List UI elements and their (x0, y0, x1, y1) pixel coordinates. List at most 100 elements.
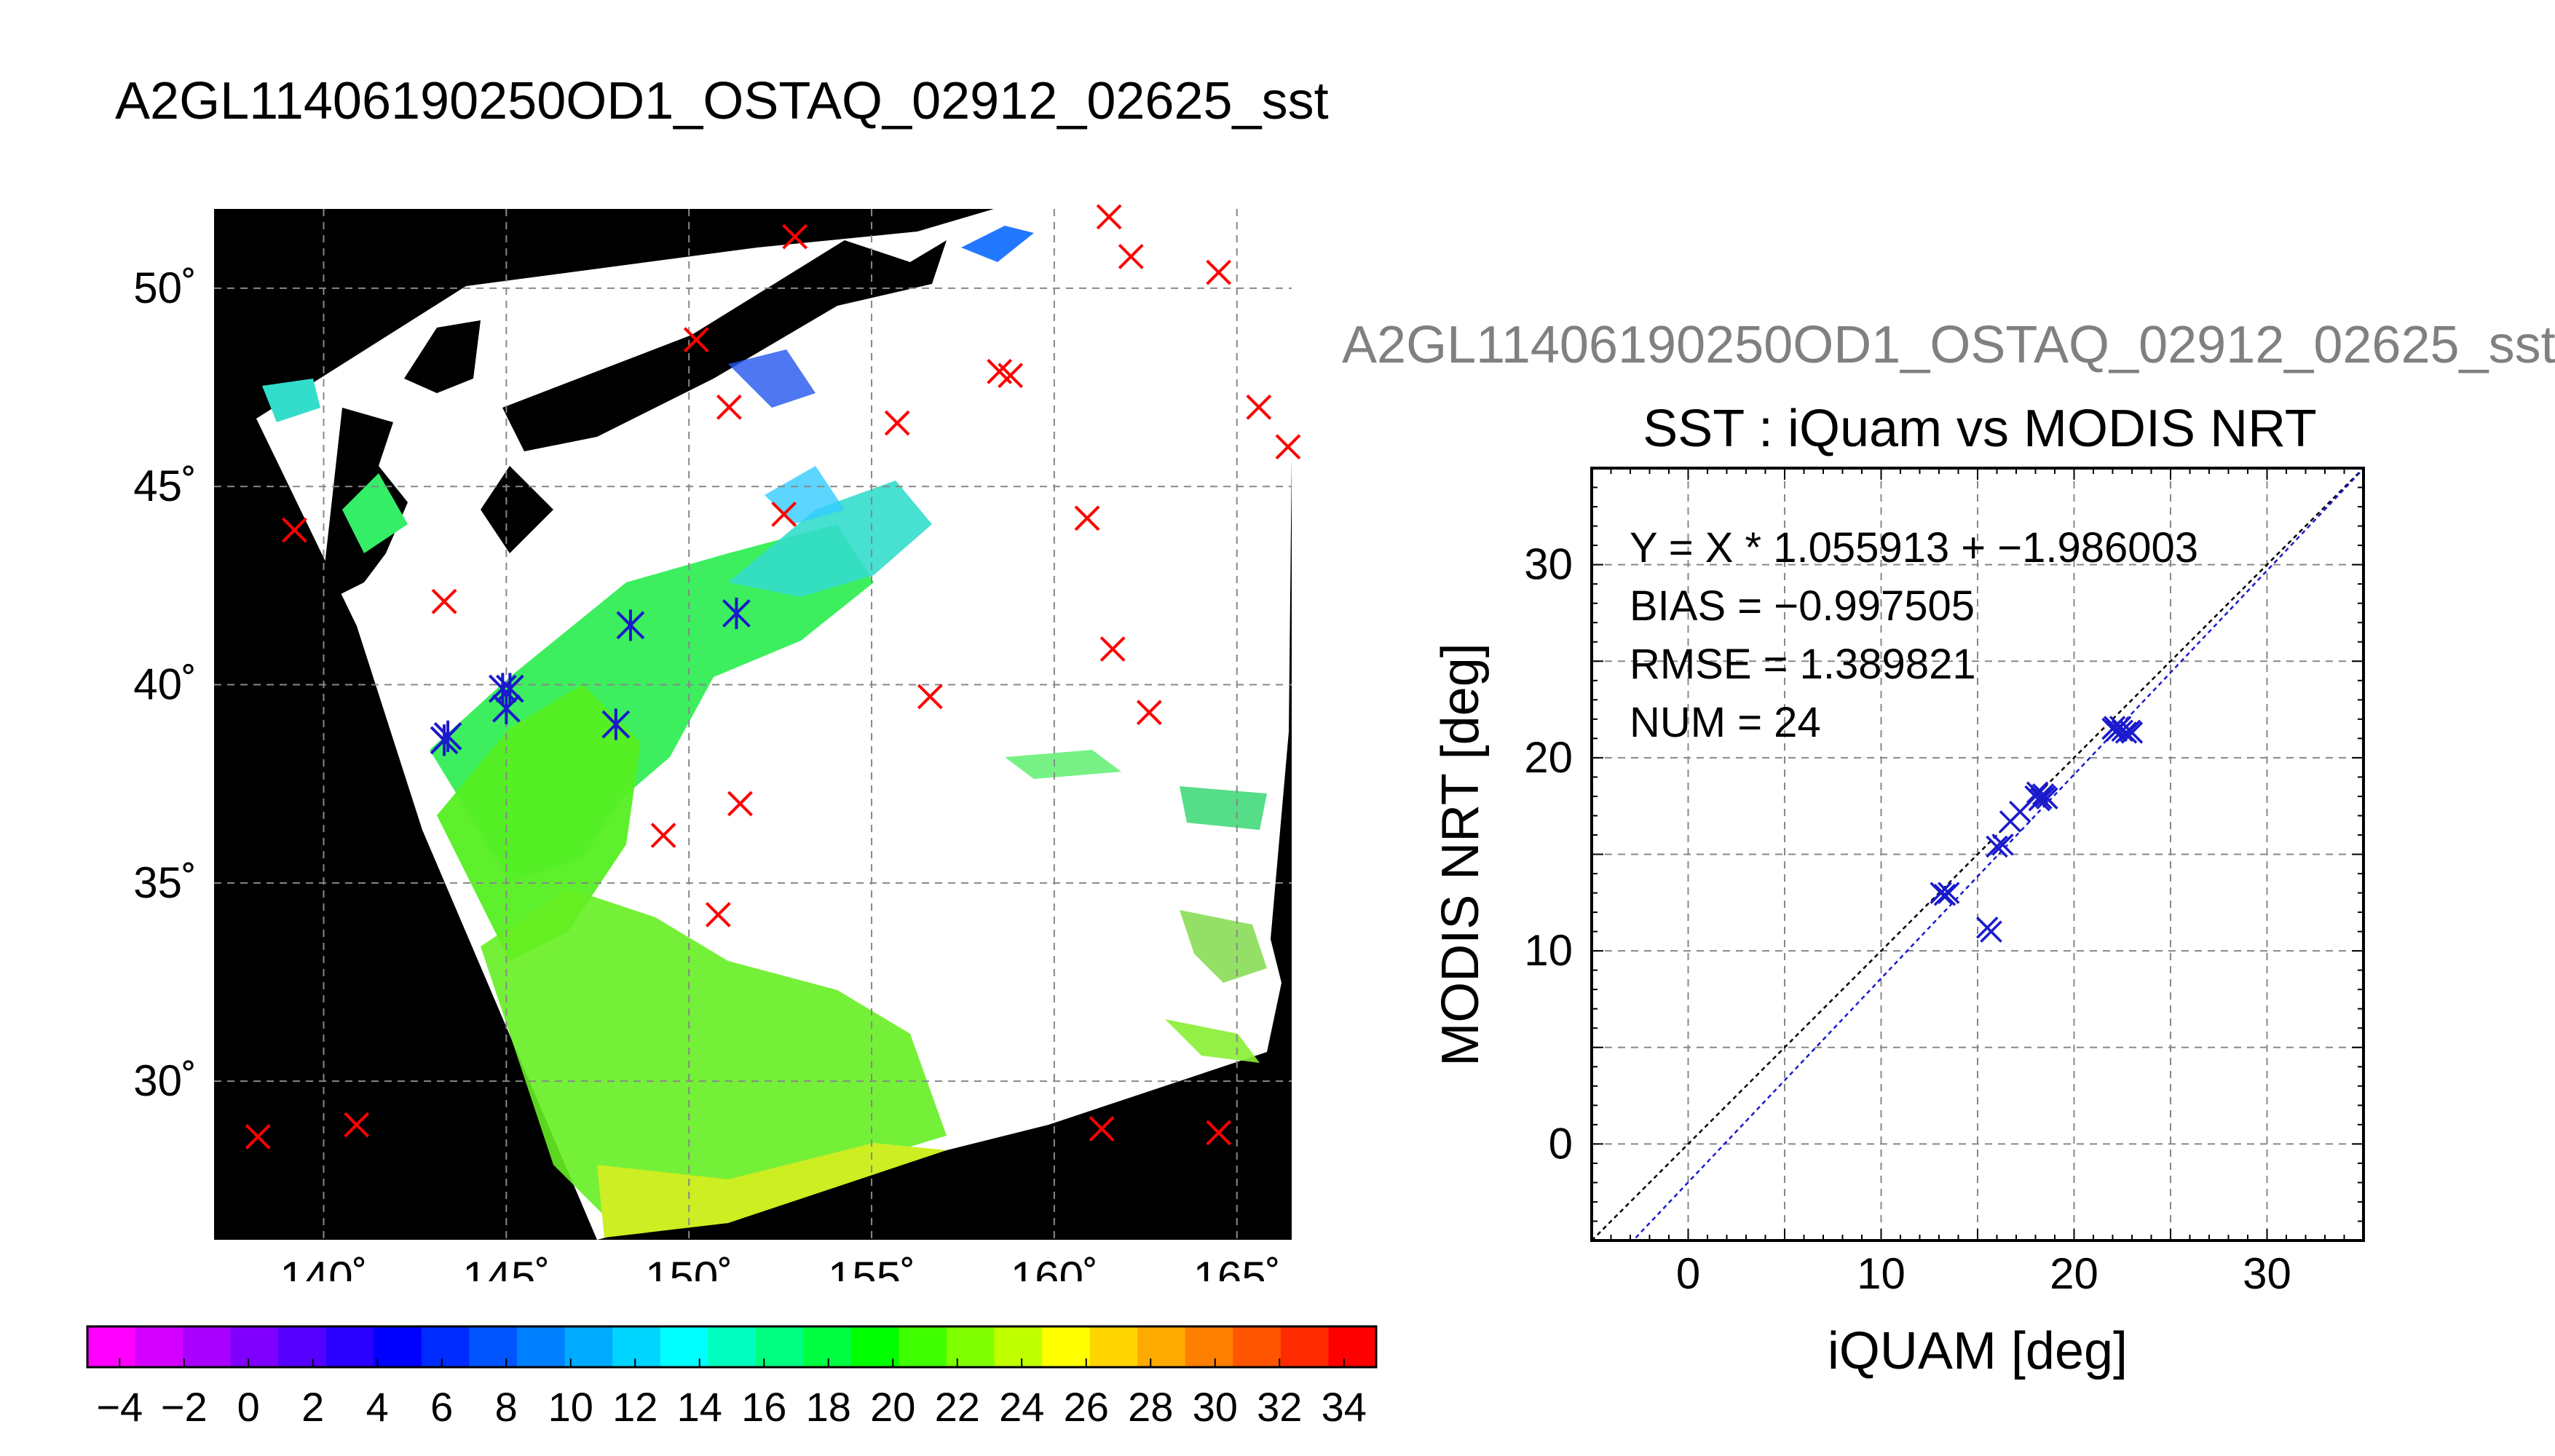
valid-point-marker (722, 597, 751, 630)
scatter-x-tick-label: 10 (1857, 1249, 1906, 1298)
scatter-y-tick-label: 30 (1524, 540, 1573, 589)
colorbar-tick-label: 34 (1322, 1384, 1367, 1430)
map-lat-tick-label: 35˚ (133, 858, 197, 907)
map-lon-tick-label: 165˚ (1193, 1253, 1281, 1281)
map-lat-tick-label: 50˚ (133, 264, 197, 312)
invalid-point-marker (1246, 394, 1272, 420)
sst-field (262, 379, 320, 422)
colorbar-tick-label: −2 (161, 1384, 208, 1430)
sst-field (1180, 786, 1267, 830)
valid-point-marker (491, 692, 521, 724)
colorbar-cell (1233, 1326, 1282, 1367)
colorbar-cell (1185, 1326, 1233, 1367)
valid-point-marker (601, 708, 631, 740)
colorbar-tick-label: 18 (806, 1384, 851, 1430)
invalid-point-marker (650, 823, 676, 848)
sst-field (1165, 1019, 1260, 1063)
scatter-point (2036, 787, 2058, 810)
invalid-point-marker (782, 223, 808, 250)
invalid-point-marker (1099, 636, 1126, 662)
colorbar-cell (994, 1326, 1043, 1367)
scatter-point (1930, 882, 1952, 904)
colorbar-cell (899, 1326, 947, 1367)
colorbar-tick-label: 6 (430, 1384, 453, 1430)
colorbar-tick-label: −4 (96, 1384, 143, 1430)
scatter-y-tick-label: 20 (1524, 733, 1573, 782)
scatter-x-label: iQUAM [deg] (1828, 1322, 2128, 1380)
scatter-x-tick-label: 0 (1676, 1249, 1700, 1298)
scatter-point (1991, 834, 2014, 856)
colorbar-tick-label: 32 (1257, 1384, 1302, 1430)
scatter-y-tick-label: 10 (1524, 926, 1573, 975)
map-lon-tick-label: 160˚ (1011, 1253, 1098, 1281)
regression-line (1632, 468, 2364, 1241)
invalid-point-marker (1089, 1116, 1115, 1142)
colorbar-tick-label: 10 (548, 1384, 593, 1430)
invalid-point-marker (683, 327, 709, 353)
sst-field (1180, 910, 1267, 983)
map-lon-tick-label: 140˚ (280, 1253, 367, 1281)
colorbar-tick-label: 22 (935, 1384, 980, 1430)
scatter-x-tick-label: 20 (2050, 1249, 2098, 1298)
colorbar-cell (135, 1326, 183, 1367)
invalid-point-marker (727, 791, 753, 817)
colorbar-cell (660, 1326, 708, 1367)
scatter-file-title: A2GL11406190250OD1_OSTAQ_02912_02625_sst (1342, 316, 2555, 374)
colorbar-cell (230, 1326, 279, 1367)
scatter-point (2111, 719, 2133, 742)
scatter-y-label: MODIS NRT [deg] (1431, 643, 1490, 1067)
colorbar-cell (947, 1326, 995, 1367)
colorbar-cell (517, 1326, 566, 1367)
land-mass (481, 466, 553, 553)
invalid-point-marker (1136, 700, 1162, 726)
map-lon-tick-label: 145˚ (462, 1253, 550, 1281)
sst-field (961, 226, 1034, 262)
land-mass (502, 240, 947, 451)
colorbar-tick-label: 26 (1064, 1384, 1109, 1430)
scatter-point (1980, 920, 2002, 943)
colorbar-cell (374, 1326, 422, 1367)
scatter-annotation: NUM = 24 (1630, 699, 1821, 746)
scatter-x-tick-label: 30 (2243, 1249, 2291, 1298)
sst-field (597, 1143, 947, 1238)
valid-point-marker (433, 720, 462, 752)
scatter-y-tick-label: 0 (1549, 1119, 1573, 1168)
scatter-point (2103, 716, 2126, 738)
colorbar-tick-label: 24 (999, 1384, 1044, 1430)
scatter-annotation: Y = X * 1.055913 + −1.986003 (1630, 524, 2198, 571)
sst-field (728, 349, 816, 408)
colorbar-cell (850, 1326, 899, 1367)
sst-field (765, 466, 845, 524)
scatter-annotation: RMSE = 1.389821 (1630, 641, 1976, 688)
invalid-point-marker (917, 684, 943, 710)
scatter-point (2028, 788, 2051, 812)
scatter-point (1986, 835, 2008, 858)
colorbar-cell (1280, 1326, 1329, 1367)
colorbar-tick-label: 28 (1128, 1384, 1173, 1430)
sst-field (481, 888, 947, 1230)
colorbar-cell (183, 1326, 232, 1367)
scatter-point (2026, 781, 2049, 804)
colorbar-tick-label: 0 (237, 1384, 260, 1430)
sst-field (437, 684, 641, 961)
colorbar-cell (755, 1326, 804, 1367)
colorbar-cell (1137, 1326, 1186, 1367)
colorbar-cell (1042, 1326, 1091, 1367)
colorbar-cell (421, 1326, 470, 1367)
colorbar-tick-label: 8 (495, 1384, 518, 1430)
colorbar-cell (278, 1326, 327, 1367)
invalid-point-marker (998, 363, 1024, 389)
invalid-point-marker (1074, 505, 1100, 531)
map-lat-tick-label: 30˚ (133, 1056, 197, 1105)
invalid-point-marker (705, 902, 731, 927)
map-lat-tick-label: 45˚ (133, 462, 197, 510)
colorbar-cell (612, 1326, 661, 1367)
valid-point-marker (616, 609, 645, 641)
land-mass (404, 320, 481, 393)
colorbar-tick-label: 16 (741, 1384, 786, 1430)
invalid-point-marker (245, 1123, 271, 1150)
scatter-point (1933, 883, 1956, 906)
colorbar-tick-label: 2 (301, 1384, 324, 1430)
